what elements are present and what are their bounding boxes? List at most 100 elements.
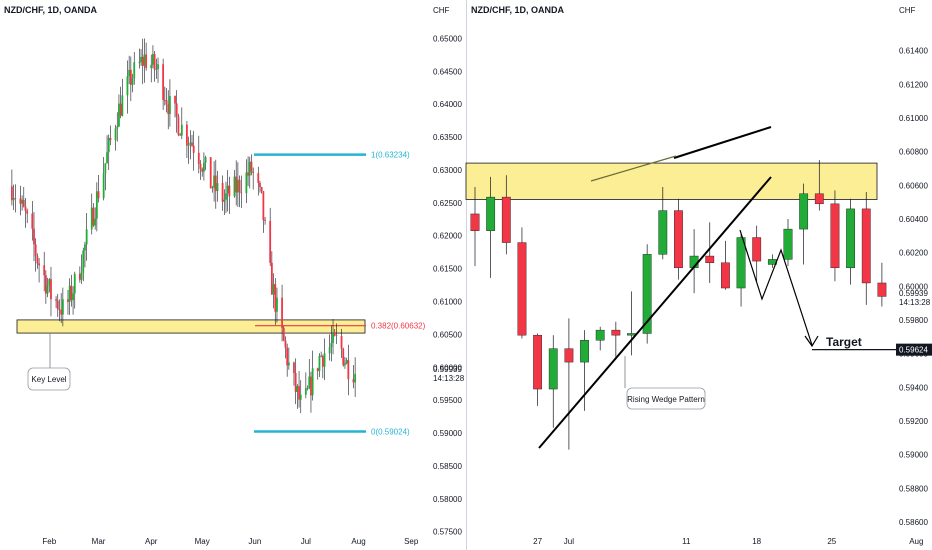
candle-body [611, 329, 621, 336]
candle-body [245, 172, 248, 194]
x-tick-label: 25 [827, 537, 836, 546]
x-tick-label: 18 [752, 537, 761, 546]
y-tick-label: 0.61200 [899, 80, 928, 89]
x-tick-label: 11 [682, 537, 691, 546]
y-tick-label: 0.59400 [899, 383, 928, 392]
left-symbol-title: NZD/CHF, 1D, OANDA [4, 5, 98, 15]
y-tick-label: 0.64500 [433, 67, 462, 76]
candle-body [119, 103, 122, 116]
candle-body [22, 199, 25, 207]
wedge-support-line [538, 176, 772, 449]
y-tick-label: 0.61000 [433, 298, 462, 307]
candle-body [320, 355, 323, 357]
candle-body [106, 152, 108, 164]
candle-body [58, 309, 61, 310]
x-tick-label: 27 [533, 537, 542, 546]
candle-body [92, 207, 95, 226]
y-tick-label: 0.60500 [433, 330, 462, 339]
candle-body [214, 175, 217, 192]
candle-body [814, 193, 824, 205]
candle-body [248, 161, 251, 176]
candle-body [10, 186, 13, 201]
candle-body [287, 362, 290, 366]
left-x-axis: Feb Mar Apr May Jun Jul Aug Sep [42, 537, 418, 546]
candle-body [226, 185, 229, 194]
candle-body [121, 95, 124, 116]
candle-body [204, 157, 207, 163]
candle-body [250, 161, 253, 172]
candle-body [299, 394, 302, 400]
candle-body [162, 64, 165, 100]
key-level-zone [16, 319, 366, 334]
wedge-resistance-line [673, 126, 772, 159]
candle-body [352, 379, 355, 383]
candle-body [94, 218, 97, 226]
candle-body [118, 103, 120, 127]
x-tick-label: Feb [42, 537, 56, 546]
candle-body [186, 124, 188, 146]
candle-body [272, 284, 275, 295]
projection-path [739, 229, 813, 346]
target-price-tag [896, 343, 932, 356]
candle-body [129, 69, 132, 85]
candle-body [674, 210, 683, 269]
candle-body [152, 54, 154, 65]
candle-body [67, 299, 69, 302]
target-price-text: 0.59624 [899, 346, 928, 355]
candle-body [191, 142, 193, 146]
candle-body [257, 172, 260, 183]
y-tick-label: 0.58000 [433, 495, 462, 504]
candle-body [104, 163, 107, 174]
y-tick-label: 0.65000 [433, 34, 462, 43]
candle-body [296, 386, 299, 392]
y-tick-label: 0.60000 [899, 282, 928, 291]
x-tick-label: Sep [404, 537, 419, 546]
x-tick-label: Jun [248, 537, 261, 546]
candle-body [238, 179, 241, 193]
right-x-axis: 27Jul111825Aug815 [533, 537, 923, 546]
right-price-readout: 0.59939 14:13:28 0.59624 [896, 289, 932, 356]
candle-body [345, 360, 348, 364]
x-tick-label: Aug [351, 537, 365, 546]
candle-body [642, 254, 652, 334]
left-current-price: 0.59939 [433, 365, 462, 374]
candle-body [177, 116, 180, 135]
key-level-callout: Key Level [27, 333, 71, 391]
candle-body [335, 335, 338, 337]
candle-body [281, 297, 283, 328]
candle-body [333, 332, 336, 336]
left-currency: CHF [433, 6, 450, 15]
candle-body [90, 207, 93, 230]
right-candles [470, 160, 887, 450]
left-candles [10, 38, 357, 414]
candle-body [60, 309, 63, 315]
key-level-box [27, 367, 71, 391]
y-tick-label: 0.61000 [899, 114, 928, 123]
candle-body [340, 336, 343, 349]
candle-body [799, 193, 809, 230]
candle-body [44, 275, 47, 294]
candle-body [293, 362, 295, 373]
candle-body [167, 104, 170, 115]
candle-body [68, 285, 71, 302]
candle-body [203, 162, 205, 172]
candle-body [721, 262, 730, 289]
candle-body [31, 213, 34, 229]
y-tick-label: 0.60000 [433, 363, 462, 372]
candle-body [21, 199, 23, 204]
candle-body [846, 208, 856, 269]
candle-body [50, 279, 52, 300]
candle-body [298, 386, 300, 400]
candle-body [240, 192, 243, 194]
candle-body [318, 355, 321, 372]
right-current-price: 0.59939 [899, 289, 928, 298]
candle-body [580, 340, 589, 363]
candle-body [107, 137, 110, 153]
y-tick-label: 0.62000 [433, 232, 462, 241]
candle-body [861, 208, 871, 284]
candle-body [179, 134, 182, 136]
candle-body [830, 203, 840, 269]
fib-level-label: 0(0.59024) [371, 427, 410, 436]
y-tick-label: 0.59200 [899, 417, 928, 426]
